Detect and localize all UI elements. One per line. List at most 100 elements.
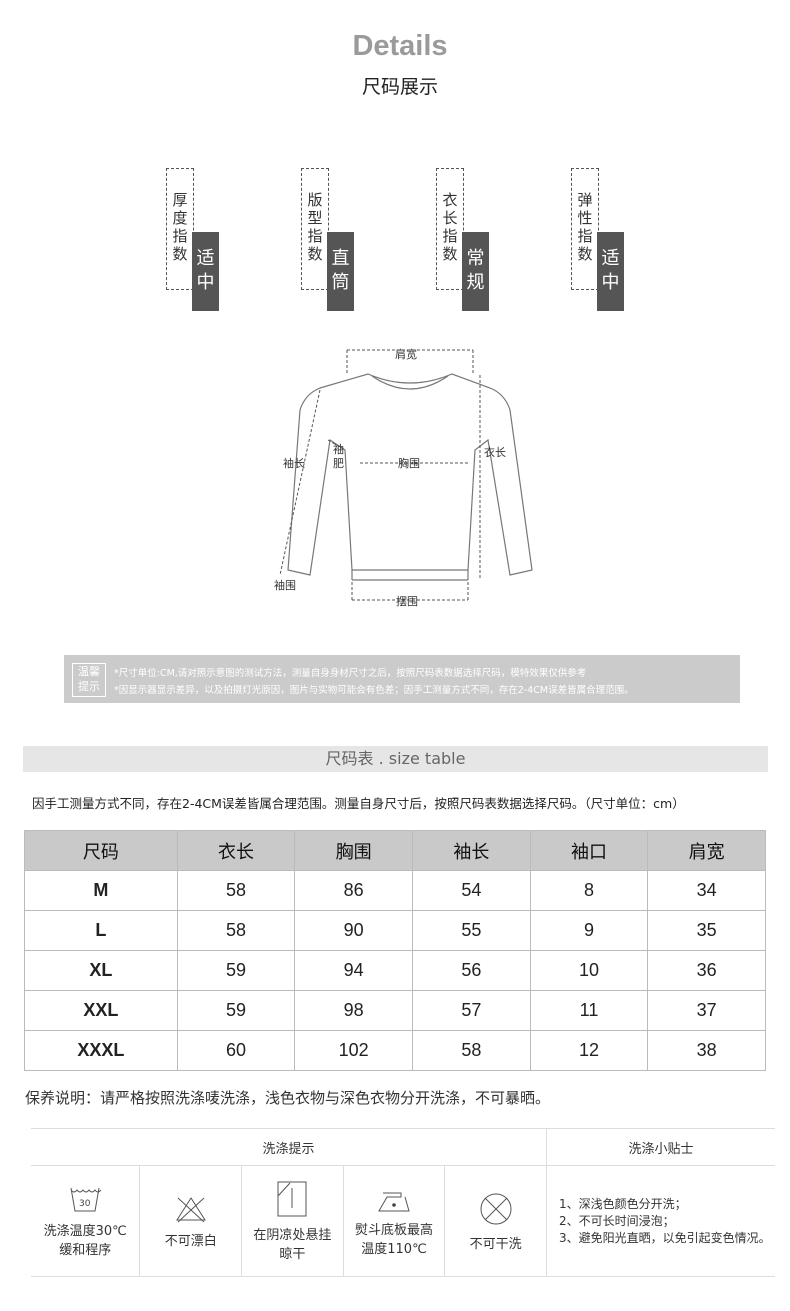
label-sleeve-length: 袖长 bbox=[283, 456, 305, 470]
table-cell: 59 bbox=[176, 950, 296, 991]
table-cell: 58 bbox=[176, 870, 296, 911]
indicator-value: 直筒 bbox=[327, 232, 354, 311]
wash-label: 不可干洗 bbox=[469, 1236, 522, 1252]
size-table-title: 尺码表 . size table bbox=[23, 746, 768, 772]
wash-item: 在阴凉处悬挂 晾干 bbox=[241, 1165, 344, 1277]
label-sleeve-width-1: 袖 bbox=[333, 442, 344, 456]
size-table: 尺码 衣长 胸围 袖长 袖口 肩宽 M 58 86 54 8 34 L 58 90 55 9 35 XL… bbox=[24, 830, 766, 1071]
header-cell: 衣长 bbox=[176, 830, 296, 871]
iron-low-icon bbox=[378, 1192, 410, 1212]
indicator-elasticity: 弹性指数 适中 bbox=[571, 168, 631, 313]
page-title: Details bbox=[352, 30, 448, 62]
wash-item: 不可干洗 bbox=[444, 1165, 547, 1277]
label-hem: 摆围 bbox=[396, 594, 418, 608]
hang-dry-shade-icon bbox=[277, 1181, 307, 1217]
table-cell: 57 bbox=[412, 990, 531, 1031]
table-cell: XXL bbox=[24, 990, 178, 1031]
table-row: XL 59 94 56 10 36 bbox=[24, 950, 766, 991]
indicator-length: 衣长指数 常规 bbox=[436, 168, 496, 313]
wash-tip: 2、不可长时间浸泡； bbox=[558, 1213, 675, 1228]
table-cell: 54 bbox=[412, 870, 531, 911]
indicator-thickness: 厚度指数 适中 bbox=[166, 168, 226, 313]
table-cell: 37 bbox=[647, 990, 766, 1031]
table-cell: 9 bbox=[529, 910, 649, 951]
table-cell: 102 bbox=[294, 1030, 413, 1071]
label-cuff: 袖围 bbox=[274, 578, 296, 592]
wash-temp: 30 bbox=[79, 1199, 91, 1209]
header-cell: 袖长 bbox=[412, 830, 531, 871]
label-shoulder: 肩宽 bbox=[395, 347, 417, 361]
table-cell: M bbox=[24, 870, 178, 911]
table-cell: 11 bbox=[529, 990, 649, 1031]
wash-label: 在阴凉处悬挂 bbox=[253, 1228, 332, 1243]
table-cell: 36 bbox=[647, 950, 766, 991]
no-dry-clean-icon bbox=[480, 1193, 512, 1224]
table-cell: 98 bbox=[294, 990, 413, 1031]
wash-label: 温度110℃ bbox=[361, 1242, 427, 1257]
table-cell: 56 bbox=[412, 950, 531, 991]
table-cell: XL bbox=[24, 950, 178, 991]
tips-banner: 温馨提示 *尺寸单位:CM,请对照示意图的测试方法，测量自身身材尺寸之后，按照尺… bbox=[64, 655, 740, 703]
table-cell: 90 bbox=[294, 910, 413, 951]
wash-header-left: 洗涤提示 bbox=[31, 1128, 547, 1166]
wash-item: 30 洗涤温度30℃ 缓和程序 bbox=[31, 1165, 140, 1277]
page-subtitle: 尺码展示 bbox=[361, 76, 438, 98]
sweater-diagram: 肩宽 袖长 袖 肥 胸围 衣长 袖围 摆围 bbox=[274, 347, 533, 608]
indicator-value: 适中 bbox=[597, 232, 624, 311]
table-row: L 58 90 55 9 35 bbox=[24, 910, 766, 951]
table-header-row: 尺码 衣长 胸围 袖长 袖口 肩宽 bbox=[24, 830, 766, 871]
no-bleach-icon bbox=[175, 1196, 206, 1222]
care-note: 保养说明：请严格按照洗涤唛洗涤，浅色衣物与深色衣物分开洗涤，不可暴晒。 bbox=[25, 1089, 551, 1107]
label-chest: 胸围 bbox=[398, 456, 420, 470]
badge-line: 温馨 bbox=[78, 665, 100, 678]
table-cell: L bbox=[24, 910, 178, 951]
table-row: XXL 59 98 57 11 37 bbox=[24, 990, 766, 1031]
wash-item: 熨斗底板最高 温度110℃ bbox=[342, 1165, 445, 1277]
wash-label: 熨斗底板最高 bbox=[354, 1223, 433, 1238]
wash-label: 洗涤温度30℃ bbox=[43, 1224, 127, 1239]
table-row: XXXL 60 102 58 12 38 bbox=[24, 1030, 766, 1071]
header-cell: 肩宽 bbox=[647, 830, 766, 871]
table-cell: 58 bbox=[412, 1030, 531, 1071]
indicator-label: 弹性指数 bbox=[571, 168, 599, 290]
wash-item: 不可漂白 bbox=[139, 1165, 242, 1277]
wash-label: 晾干 bbox=[279, 1247, 306, 1262]
indicator-label: 厚度指数 bbox=[166, 168, 194, 290]
table-cell: 60 bbox=[176, 1030, 296, 1071]
indicator-value: 常规 bbox=[462, 232, 489, 311]
size-table-note: 因手工测量方式不同，存在2-4CM误差皆属合理范围。测量自身尺寸后，按照尺码表数… bbox=[32, 796, 685, 811]
badge-line: 提示 bbox=[78, 680, 100, 693]
table-cell: 59 bbox=[176, 990, 296, 1031]
table-cell: 34 bbox=[647, 870, 766, 911]
tips-line-2: *因显示器显示差异，以及拍摄灯光原因，图片与实物可能会有色差；因手工测量方式不同… bbox=[114, 685, 634, 696]
wash-tip: 3、避免阳光直晒，以免引起变色情况。 bbox=[558, 1230, 771, 1245]
sweater-outline bbox=[287, 373, 533, 581]
table-cell: 8 bbox=[529, 870, 649, 911]
table-cell: 10 bbox=[529, 950, 649, 991]
table-cell: 55 bbox=[412, 910, 531, 951]
table-row: M 58 86 54 8 34 bbox=[24, 870, 766, 911]
table-cell: 38 bbox=[647, 1030, 766, 1071]
indicator-fit: 版型指数 直筒 bbox=[301, 168, 361, 313]
tips-badge: 温馨 提示 bbox=[72, 663, 106, 697]
indicator-label: 版型指数 bbox=[301, 168, 329, 290]
table-cell: 35 bbox=[647, 910, 766, 951]
wash-table: 洗涤提示 洗涤小贴士 30 洗涤温度30℃ 缓和程序 不可漂白 在阴凉处悬挂 晾干 … bbox=[31, 1128, 775, 1277]
wash-label: 不可漂白 bbox=[164, 1233, 217, 1249]
header-cell: 袖口 bbox=[529, 830, 649, 871]
wash-30-icon: 30 bbox=[70, 1187, 102, 1212]
wash-header-right: 洗涤小贴士 bbox=[545, 1128, 775, 1166]
label-length: 衣长 bbox=[484, 445, 506, 459]
wash-tips: 1、深浅色颜色分开洗； 2、不可长时间浸泡； 3、避免阳光直晒，以免引起变色情况… bbox=[545, 1165, 775, 1277]
wash-tip: 1、深浅色颜色分开洗； bbox=[558, 1196, 687, 1211]
header-cell: 胸围 bbox=[294, 830, 413, 871]
table-cell: XXXL bbox=[24, 1030, 178, 1071]
table-cell: 12 bbox=[529, 1030, 649, 1071]
table-cell: 86 bbox=[294, 870, 413, 911]
header-cell: 尺码 bbox=[24, 830, 178, 871]
tips-line-1: *尺寸单位:CM,请对照示意图的测试方法，测量自身身材尺寸之后，按照尺码表数据选… bbox=[114, 668, 587, 679]
wash-label: 缓和程序 bbox=[59, 1243, 112, 1258]
label-sleeve-width-2: 肥 bbox=[333, 457, 344, 470]
table-cell: 94 bbox=[294, 950, 413, 991]
